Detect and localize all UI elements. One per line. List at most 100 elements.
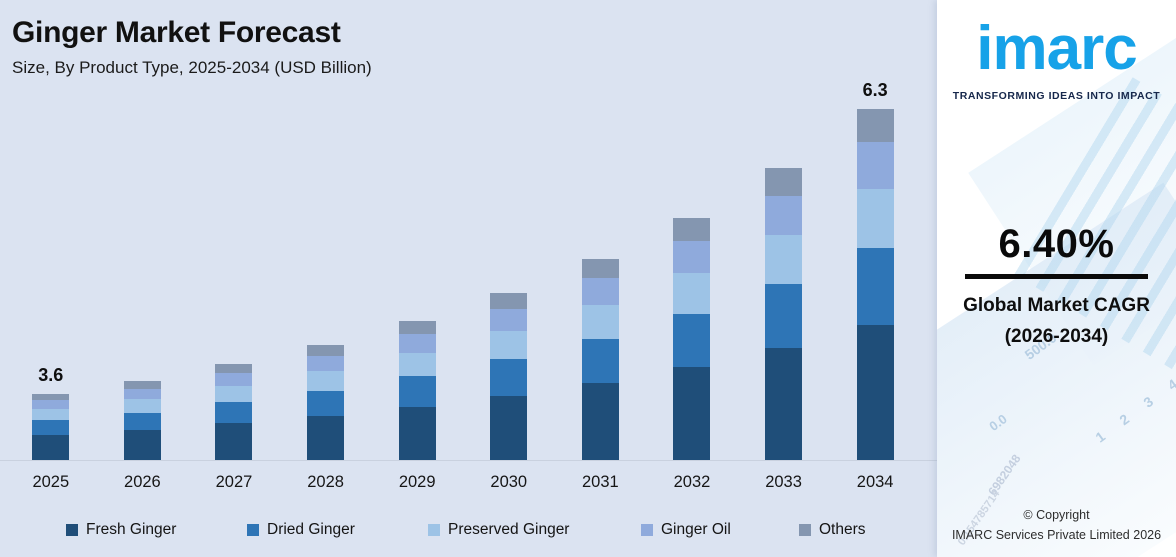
legend-swatch-preserved-ginger	[428, 524, 440, 536]
cagr-label: Global Market CAGR	[963, 295, 1150, 316]
segment-dried-ginger-2026	[123, 412, 161, 431]
x-axis-label-2031: 2031	[582, 473, 619, 491]
legend-swatch-fresh-ginger	[66, 524, 78, 536]
x-axis-label-2027: 2027	[215, 473, 253, 491]
bar-column-2032	[646, 81, 738, 461]
segment-others-2032	[673, 218, 711, 242]
segment-preserved-ginger-2025	[32, 409, 70, 421]
legend-item-dried-ginger: Dried Ginger	[247, 518, 355, 542]
bar-2029	[398, 321, 436, 461]
bar-2028	[307, 345, 345, 461]
segment-ginger-oil-2029	[398, 334, 436, 353]
brand-panel: 500.0 0.0 1 2 3 4 6982048 0.154785714 im…	[937, 0, 1176, 557]
segment-preserved-ginger-2029	[398, 352, 436, 377]
legend-item-ginger-oil: Ginger Oil	[641, 518, 731, 542]
legend-swatch-others	[799, 524, 811, 536]
segment-fresh-ginger-2031	[581, 382, 619, 461]
bar-column-2026	[97, 81, 189, 461]
bar-column-2034: 6.3	[829, 80, 921, 461]
cagr-block: 6.40% Global Market CAGR (2026-2034)	[937, 222, 1176, 348]
segment-preserved-ginger-2027	[215, 386, 253, 403]
legend-label-others: Others	[819, 521, 866, 538]
bar-column-2029	[371, 81, 463, 461]
segment-fresh-ginger-2033	[765, 347, 803, 461]
segment-ginger-oil-2032	[673, 241, 711, 274]
segment-others-2027	[215, 364, 253, 374]
legend-item-others: Others	[799, 518, 866, 542]
segment-preserved-ginger-2031	[581, 304, 619, 339]
legend-label-ginger-oil: Ginger Oil	[661, 521, 731, 538]
x-axis-label-2028: 2028	[307, 473, 344, 491]
chart-section: Ginger Market Forecast Size, By Product …	[0, 0, 937, 557]
copyright-line2: IMARC Services Private Limited 2026	[951, 527, 1162, 542]
legend-label-fresh-ginger: Fresh Ginger	[86, 521, 177, 538]
segment-ginger-oil-2033	[765, 195, 803, 235]
segment-preserved-ginger-2034	[856, 188, 894, 249]
segment-ginger-oil-2027	[215, 373, 253, 387]
segment-others-2030	[490, 293, 528, 309]
x-axis-line	[0, 460, 937, 461]
segment-preserved-ginger-2026	[123, 399, 161, 413]
segment-preserved-ginger-2028	[307, 371, 345, 391]
segment-preserved-ginger-2032	[673, 273, 711, 314]
bar-column-2030	[463, 81, 555, 461]
cagr-value: 6.40%	[998, 222, 1115, 266]
x-axis-label-2033: 2033	[765, 473, 802, 491]
x-axis-label-2030: 2030	[490, 473, 528, 491]
bar-column-2033	[738, 81, 830, 461]
segment-ginger-oil-2030	[490, 308, 528, 332]
segment-ginger-oil-2034	[856, 142, 894, 189]
bar-column-2025: 3.6	[5, 81, 97, 461]
segment-ginger-oil-2031	[581, 278, 619, 305]
imarc-logo-text: imarc	[976, 14, 1137, 83]
imarc-logo-tagline: TRANSFORMING IDEAS INTO IMPACT	[952, 89, 1161, 102]
bar-value-label-2034: 6.3	[862, 80, 888, 100]
x-axis-labels: 2025 2026 2027 2028 2029 2030 2031 2032 2033 2034	[5, 464, 921, 492]
segment-others-2025	[32, 394, 70, 401]
segment-fresh-ginger-2034	[856, 324, 894, 461]
x-axis-label-2032: 2032	[673, 473, 711, 491]
copyright: © Copyright IMARC Services Private Limit…	[937, 506, 1176, 545]
bar-2033	[765, 168, 803, 461]
bar-value-label-2025: 3.6	[38, 365, 64, 385]
cagr-period: (2026-2034)	[1004, 326, 1109, 347]
bar-column-2031	[555, 81, 647, 461]
segment-fresh-ginger-2025	[32, 435, 70, 461]
segment-dried-ginger-2030	[490, 359, 528, 396]
page-title: Ginger Market Forecast	[12, 16, 341, 49]
bar-column-2027	[188, 81, 280, 461]
segment-preserved-ginger-2033	[765, 234, 803, 284]
segment-dried-ginger-2025	[32, 420, 70, 436]
segment-dried-ginger-2032	[673, 313, 711, 367]
legend-swatch-dried-ginger	[247, 524, 259, 536]
legend-label-preserved-ginger: Preserved Ginger	[448, 521, 570, 538]
segment-dried-ginger-2031	[581, 338, 619, 383]
segment-fresh-ginger-2028	[307, 416, 345, 461]
segment-dried-ginger-2034	[856, 248, 894, 325]
segment-dried-ginger-2033	[765, 283, 803, 348]
segment-dried-ginger-2027	[215, 402, 253, 424]
chart-legend: Fresh Ginger Dried Ginger Preserved Ginger…	[0, 518, 937, 546]
cagr-underline	[965, 274, 1148, 279]
legend-label-dried-ginger: Dried Ginger	[267, 521, 355, 538]
bar-2032	[673, 218, 711, 461]
bar-2034	[856, 109, 894, 461]
bar-column-2028	[280, 81, 372, 461]
segment-fresh-ginger-2026	[123, 430, 161, 461]
segment-others-2034	[856, 109, 894, 143]
legend-item-fresh-ginger: Fresh Ginger	[66, 518, 176, 542]
segment-dried-ginger-2028	[307, 390, 345, 417]
segment-fresh-ginger-2029	[398, 406, 436, 461]
segment-dried-ginger-2029	[398, 376, 436, 407]
segment-others-2031	[581, 259, 619, 279]
x-axis-label-2025: 2025	[32, 473, 70, 491]
imarc-logo: imarc TRANSFORMING IDEAS INTO IMPACT	[937, 10, 1176, 102]
chart-header: Ginger Market Forecast Size, By Product …	[12, 16, 372, 78]
bar-2030	[490, 293, 528, 461]
segment-ginger-oil-2025	[32, 400, 70, 410]
segment-fresh-ginger-2027	[215, 423, 253, 461]
x-axis-label-2026: 2026	[124, 473, 161, 491]
chart-subtitle: Size, By Product Type, 2025-2034 (USD Bi…	[12, 58, 372, 77]
segment-others-2033	[765, 168, 803, 196]
